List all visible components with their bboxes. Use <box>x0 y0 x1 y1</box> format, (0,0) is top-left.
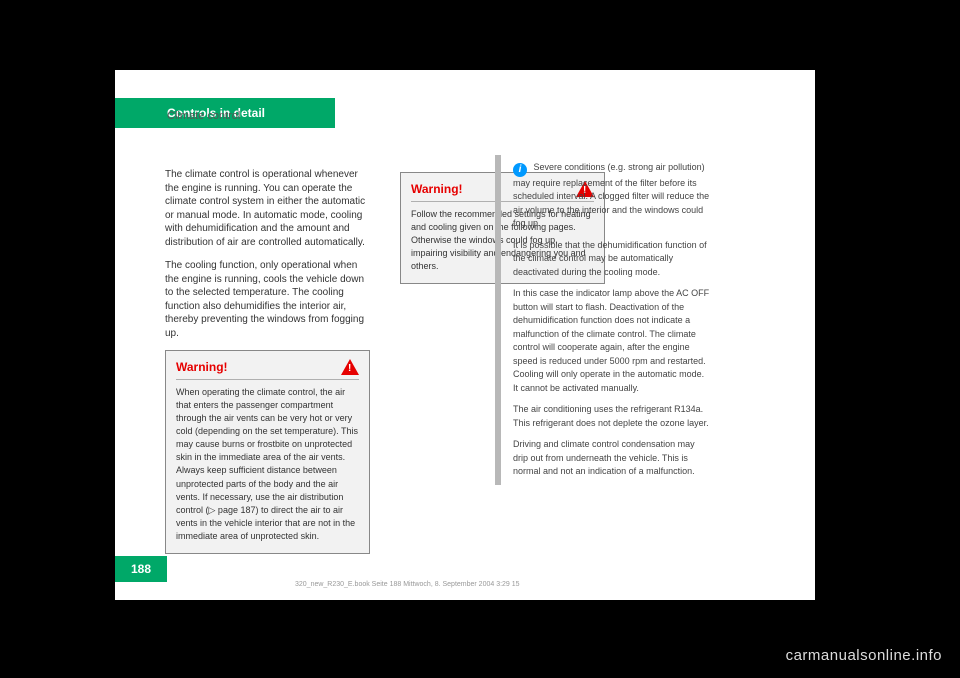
watermark: carmanualsonline.info <box>786 647 942 664</box>
warning-triangle-icon <box>341 359 359 375</box>
col1-paragraph: The cooling function, only operational w… <box>165 259 370 340</box>
sidebar-paragraph: Driving and climate control condensation… <box>513 438 710 479</box>
sidebar-paragraph: The air conditioning uses the refrigeran… <box>513 403 710 430</box>
warning-body: When operating the climate control, the … <box>176 386 359 543</box>
warning-label: Warning! <box>176 359 228 375</box>
sidebar-paragraph: It is possible that the dehumidification… <box>513 239 710 280</box>
info-sidebar: i Severe conditions (e.g. strong air pol… <box>495 155 720 485</box>
warning-header: Warning! <box>176 359 359 380</box>
column-1: The climate control is operational whene… <box>165 168 370 498</box>
footer-fine-print: 320_new_R230_E.book Seite 188 Mittwoch, … <box>295 581 520 588</box>
sidebar-paragraph: i Severe conditions (e.g. strong air pol… <box>513 161 710 231</box>
breadcrumb: Climate control <box>167 110 240 122</box>
sidebar-paragraph: In this case the indicator lamp above th… <box>513 287 710 395</box>
page-number: 188 <box>115 556 167 582</box>
col1-paragraph: The climate control is operational whene… <box>165 168 370 249</box>
warning-label: Warning! <box>411 181 463 197</box>
info-icon: i <box>513 163 527 177</box>
manual-page: Controls in detail Climate control The c… <box>115 70 815 600</box>
sidebar-text: Severe conditions (e.g. strong air pollu… <box>513 162 709 228</box>
warning-box: Warning! When operating the climate cont… <box>165 350 370 554</box>
